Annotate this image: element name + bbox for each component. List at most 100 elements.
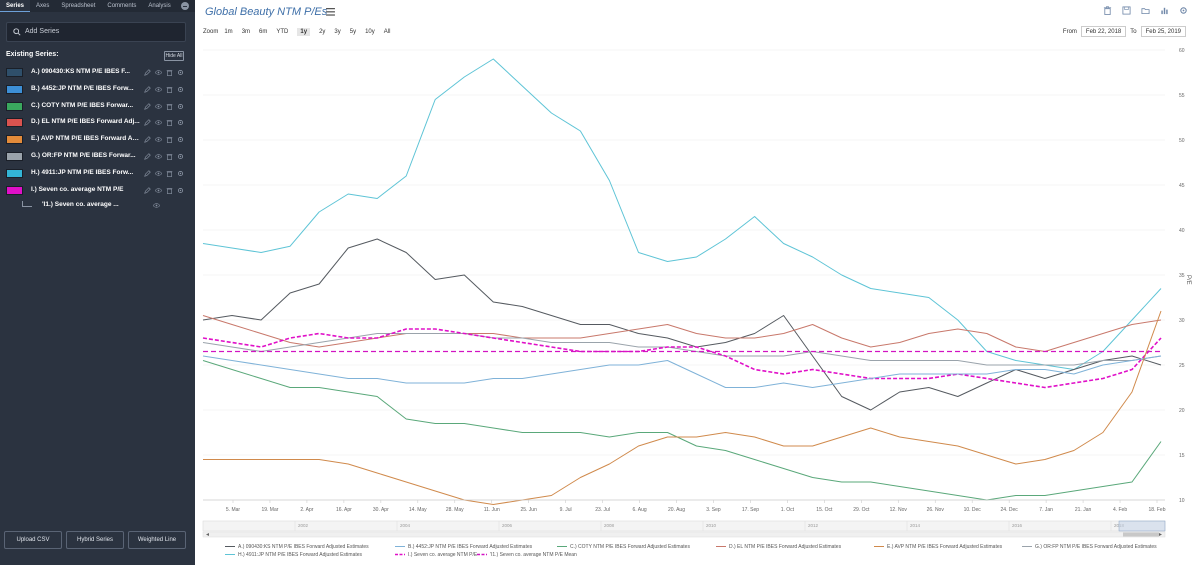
tab-axes[interactable]: Axes [36, 3, 50, 9]
hide-all-button[interactable]: Hide All [164, 51, 184, 61]
settings-icon[interactable] [1179, 6, 1188, 15]
edit-icon[interactable] [144, 153, 151, 160]
zoom-1y[interactable]: 1y [297, 28, 311, 36]
eye-icon[interactable] [153, 202, 160, 209]
menu-icon[interactable] [326, 8, 335, 16]
settings-icon[interactable] [177, 119, 184, 126]
edit-icon[interactable] [144, 103, 151, 110]
delete-icon[interactable] [166, 136, 173, 143]
settings-icon[interactable] [177, 69, 184, 76]
zoom-10y[interactable]: 10y [365, 29, 375, 35]
series-item[interactable]: B.) 4452:JP NTM P/E IBES Forw... [6, 84, 188, 96]
folder-icon[interactable] [1141, 6, 1150, 15]
legend-item[interactable]: A.) 090430:KS NTM P/E IBES Forward Adjus… [238, 544, 369, 550]
navigator-selection[interactable] [1118, 520, 1166, 532]
series-line[interactable] [202, 333, 1162, 366]
delete-icon[interactable] [166, 153, 173, 160]
settings-icon[interactable] [177, 170, 184, 177]
edit-icon[interactable] [144, 170, 151, 177]
legend-item[interactable]: B.) 4452:JP NTM P/E IBES Forward Adjuste… [408, 544, 533, 550]
series-line[interactable] [202, 315, 1162, 352]
settings-icon[interactable] [177, 187, 184, 194]
scroll-left-arrow-icon[interactable] [206, 533, 209, 536]
series-color-swatch[interactable] [6, 85, 23, 94]
edit-icon[interactable] [144, 136, 151, 143]
delete-icon[interactable] [166, 119, 173, 126]
tab-series[interactable]: Series [0, 0, 31, 12]
legend-item[interactable]: C.) COTY NTM P/E IBES Forward Adjusted E… [570, 544, 690, 550]
zoom-ytd[interactable]: YTD [276, 29, 289, 35]
eye-icon[interactable] [155, 187, 162, 194]
tab-comments[interactable]: Comments [107, 3, 137, 9]
edit-icon[interactable] [144, 119, 151, 126]
series-line[interactable] [203, 310, 1162, 505]
collapse-icon[interactable] [181, 2, 189, 10]
edit-icon[interactable] [144, 86, 151, 93]
series-item[interactable]: C.) COTY NTM P/E IBES Forwar... [6, 101, 188, 113]
legend-item[interactable]: E.) AVP NTM P/E IBES Forward Adjusted Es… [887, 544, 1003, 550]
from-date-input[interactable]: Feb 22, 2018 [1080, 26, 1127, 37]
series-color-swatch[interactable] [6, 186, 23, 195]
zoom-all[interactable]: All [383, 29, 391, 35]
settings-icon[interactable] [177, 103, 184, 110]
zoom-6m[interactable]: 6m [259, 29, 268, 35]
series-line[interactable] [202, 355, 1162, 388]
upload-csv-button[interactable]: Upload CSV [4, 531, 62, 549]
hybrid-series-button[interactable]: Hybrid Series [66, 531, 124, 549]
edit-icon[interactable] [144, 187, 151, 194]
series-color-swatch[interactable] [6, 169, 23, 178]
zoom-1m[interactable]: 1m [224, 29, 233, 35]
eye-icon[interactable] [155, 119, 162, 126]
scroll-right-arrow-icon[interactable] [1159, 533, 1162, 536]
zoom-5y[interactable]: 5y [349, 29, 357, 35]
navigator-scrollbar-thumb[interactable] [1123, 532, 1159, 537]
navigator-scrollbar[interactable] [202, 531, 1166, 538]
eye-icon[interactable] [155, 170, 162, 177]
edit-icon[interactable] [144, 69, 151, 76]
eye-icon[interactable] [155, 69, 162, 76]
legend-item[interactable]: 'I1.) Seven co. average NTM P/E Mean [490, 552, 577, 558]
eye-icon[interactable] [155, 136, 162, 143]
eye-icon[interactable] [155, 153, 162, 160]
tab-analysis[interactable]: Analysis [148, 3, 171, 9]
chart[interactable]: 10 15 20 25 30 35 40 45 50 55 60 P/E 5. Mar 19. Mar 2.… [195, 0, 1200, 565]
save-icon[interactable] [1122, 6, 1131, 15]
zoom-2y[interactable]: 2y [319, 29, 326, 35]
series-item[interactable]: H.) 4911:JP NTM P/E IBES Forw... [6, 168, 188, 180]
delete-icon[interactable] [166, 103, 173, 110]
delete-icon[interactable] [166, 86, 173, 93]
series-item[interactable]: A.) 090430:KS NTM P/E IBES F... [6, 67, 188, 79]
legend-item[interactable]: I.) Seven co. average NTM P/E [408, 552, 478, 558]
series-line[interactable] [202, 58, 1162, 370]
series-item[interactable]: G.) OR:FP NTM P/E IBES Forwar... [6, 151, 188, 163]
delete-icon[interactable] [166, 69, 173, 76]
series-line[interactable] [202, 238, 1162, 411]
zoom-3m[interactable]: 3m [241, 29, 251, 35]
chart-title[interactable]: Global Beauty NTM P/Es [205, 6, 328, 18]
series-color-swatch[interactable] [6, 68, 23, 77]
trash-icon[interactable] [1103, 6, 1112, 15]
series-color-swatch[interactable] [6, 118, 23, 127]
legend-item[interactable]: D.) EL NTM P/E IBES Forward Adjusted Est… [729, 544, 842, 550]
legend-item[interactable]: G.) OR:FP NTM P/E IBES Forward Adjusted … [1035, 544, 1157, 550]
weighted-line-button[interactable]: Weighted Line [128, 531, 186, 549]
eye-icon[interactable] [155, 103, 162, 110]
settings-icon[interactable] [177, 86, 184, 93]
tab-spreadsheet[interactable]: Spreadsheet [61, 3, 96, 9]
eye-icon[interactable] [155, 86, 162, 93]
series-color-swatch[interactable] [6, 102, 23, 111]
settings-icon[interactable] [177, 136, 184, 143]
sub-series-item[interactable]: 'I1.) Seven co. average ... [22, 201, 172, 211]
delete-icon[interactable] [166, 187, 173, 194]
zoom-3y[interactable]: 3y [334, 29, 341, 35]
series-item[interactable]: D.) EL NTM P/E IBES Forward Adj... [6, 117, 188, 129]
series-color-swatch[interactable] [6, 135, 23, 144]
legend-item[interactable]: H.) 4911:JP NTM P/E IBES Forward Adjuste… [238, 552, 363, 558]
series-color-swatch[interactable] [6, 152, 23, 161]
series-line[interactable] [202, 328, 1162, 389]
series-item[interactable]: I.) Seven co. average NTM P/E [6, 185, 188, 197]
settings-icon[interactable] [177, 153, 184, 160]
to-date-input[interactable]: Feb 25, 2019 [1140, 26, 1186, 37]
bar-chart-icon[interactable] [1160, 6, 1169, 15]
series-item[interactable]: E.) AVP NTM P/E IBES Forward Adj... [6, 134, 188, 146]
